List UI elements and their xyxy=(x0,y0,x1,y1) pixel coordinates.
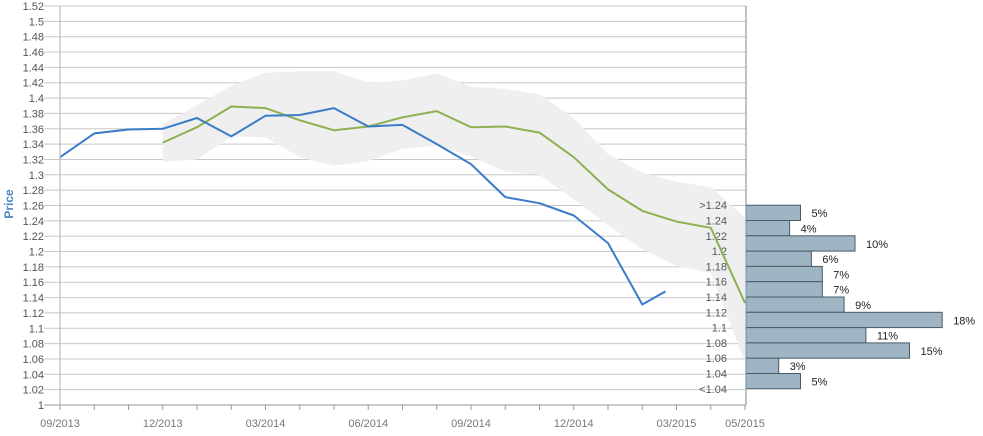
x-tick-label: 09/2014 xyxy=(451,418,491,430)
histogram-bar xyxy=(745,235,856,252)
y-tick-label: 1.44 xyxy=(23,62,44,74)
y-tick-label: 1.5 xyxy=(29,16,44,28)
histogram-percent-label: 5% xyxy=(812,377,828,389)
histogram-bar xyxy=(745,250,812,267)
histogram-bin-label: 1.04 xyxy=(706,369,727,381)
y-tick-label: 1.12 xyxy=(23,308,44,320)
histogram-bin-label: 1.06 xyxy=(706,353,727,365)
histogram-bar xyxy=(745,281,823,298)
histogram-percent-label: 10% xyxy=(866,239,888,251)
y-tick-label: 1.48 xyxy=(23,32,44,44)
forecast-band-layer xyxy=(162,71,746,363)
y-tick-label: 1.08 xyxy=(23,339,44,351)
histogram-percent-label: 7% xyxy=(833,269,849,281)
histogram-bin-label: 1.14 xyxy=(706,292,727,304)
y-tick-label: 1.34 xyxy=(23,139,44,151)
x-tick-label: 03/2015 xyxy=(657,418,697,430)
y-tick-label: 1.2 xyxy=(29,247,44,259)
histogram-bar xyxy=(745,327,867,344)
y-tick-label: 1.16 xyxy=(23,277,44,289)
histogram-percent-label: 15% xyxy=(921,346,943,358)
histogram-bin-label: >1.24 xyxy=(699,200,727,212)
y-tick-label: 1.18 xyxy=(23,262,44,274)
actual-series-line xyxy=(59,107,666,306)
y-tick-label: 1.1 xyxy=(29,323,44,335)
histogram-percent-label: 4% xyxy=(801,224,817,236)
histogram-bar xyxy=(745,296,845,313)
lines-layer xyxy=(59,105,746,306)
histogram-bar xyxy=(745,373,801,390)
y-tick-label: 1.36 xyxy=(23,124,44,136)
histogram-bar xyxy=(745,342,910,359)
x-tick-label: 09/2013 xyxy=(40,418,80,430)
histogram-bin-label: 1.18 xyxy=(706,261,727,273)
y-tick-label: 1.06 xyxy=(23,354,44,366)
histogram-percent-label: 5% xyxy=(812,208,828,220)
histogram-bar xyxy=(745,204,801,221)
y-tick-label: 1.24 xyxy=(23,216,44,228)
histogram-percent-label: 7% xyxy=(833,285,849,297)
histogram-bar xyxy=(745,265,823,283)
y-tick-label: 1.32 xyxy=(23,154,44,166)
y-tick-label: 1 xyxy=(38,400,44,412)
y-tick-label: 1.4 xyxy=(29,93,44,105)
x-tick-label: 03/2014 xyxy=(246,418,286,430)
x-tick-label: 12/2014 xyxy=(554,418,594,430)
y-tick-label: 1.52 xyxy=(23,1,44,13)
forecast-band xyxy=(162,71,746,363)
histogram-percent-label: 9% xyxy=(855,300,871,312)
y-tick-label: 1.14 xyxy=(23,293,44,305)
histogram-bin-label: 1.16 xyxy=(706,277,727,289)
y-tick-label: 1.38 xyxy=(23,108,44,120)
y-tick-label: 1.26 xyxy=(23,201,44,213)
histogram-bar xyxy=(745,357,780,375)
y-axis-title: Price xyxy=(2,189,16,219)
histogram-bin-label: 1.1 xyxy=(712,323,727,335)
axes: 1 1.02 1.04 1.06 1.08 1.1 1.12 1.14 1.16 1.18 1.2 1… xyxy=(23,1,765,430)
histogram-layer: >1.241.241.221.21.181.161.141.121.11.081… xyxy=(699,200,975,396)
histogram-bar xyxy=(745,311,943,329)
histogram-bar xyxy=(745,220,791,237)
histogram-bin-label: 1.22 xyxy=(706,231,727,243)
y-tick-label: 1.22 xyxy=(23,231,44,243)
x-tick-label: 12/2013 xyxy=(143,418,183,430)
histogram-bin-label: 1.24 xyxy=(706,216,727,228)
y-tick-label: 1.42 xyxy=(23,78,44,90)
x-tick-label: 06/2014 xyxy=(348,418,388,430)
histogram-percent-label: 18% xyxy=(953,315,975,327)
y-tick-label: 1.02 xyxy=(23,385,44,397)
histogram-percent-label: 3% xyxy=(790,361,806,373)
histogram-percent-label: 11% xyxy=(877,331,898,343)
y-tick-label: 1.46 xyxy=(23,47,44,59)
y-tick-label: 1.04 xyxy=(23,369,44,381)
histogram-percent-label: 6% xyxy=(822,254,838,266)
y-tick-label: 1.28 xyxy=(23,185,44,197)
histogram-bin-label: 1.08 xyxy=(706,338,727,350)
y-tick-label: 1.3 xyxy=(29,170,44,182)
histogram-bin-label: <1.04 xyxy=(699,384,727,396)
histogram-bin-label: 1.12 xyxy=(706,307,727,319)
x-tick-label: 05/2015 xyxy=(725,418,765,430)
forecast-series-line xyxy=(162,105,746,304)
